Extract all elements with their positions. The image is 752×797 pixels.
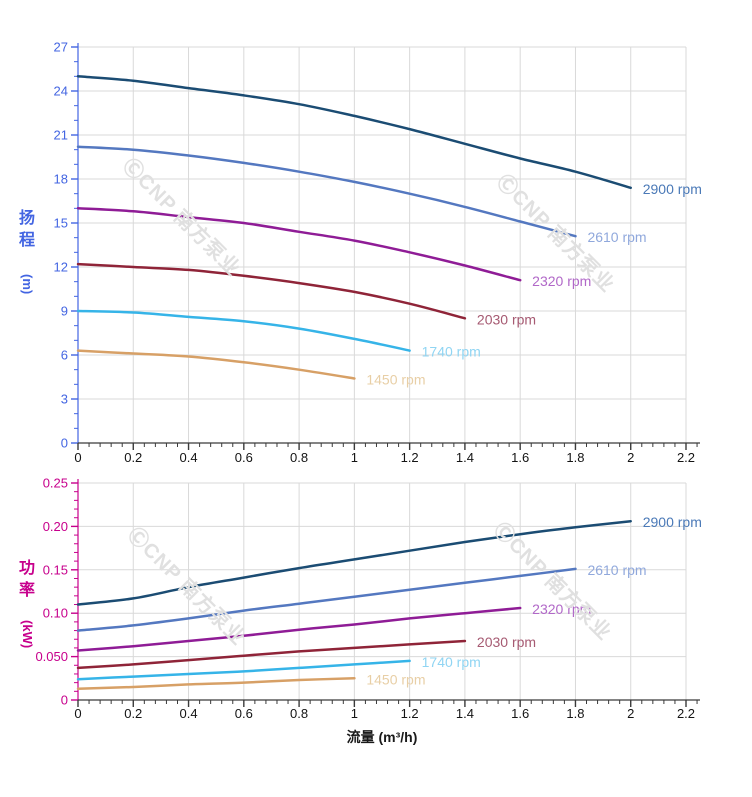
y-tick-label: 3 <box>61 392 68 407</box>
x-tick-label: 2 <box>627 450 634 465</box>
curve-1450-rpm <box>76 349 356 380</box>
power-axis-unit: (kW) <box>20 619 36 648</box>
y-tick-label: 0 <box>61 693 68 708</box>
curve-2900-rpm <box>76 519 632 606</box>
x-tick-label: 2.2 <box>677 706 695 721</box>
x-tick-label: 1.4 <box>456 706 474 721</box>
y-tick-label: 15 <box>54 216 68 231</box>
x-tick-label: 1.4 <box>456 450 474 465</box>
power-axis-title-char: 功 <box>18 560 35 577</box>
curve-2320-rpm <box>76 207 522 282</box>
curve-2030-rpm <box>76 639 467 670</box>
curve-1740-rpm <box>76 659 411 681</box>
head-axis-title-char: 程 <box>18 232 35 250</box>
x-tick-label: 1.8 <box>566 450 584 465</box>
y-tick-label: 18 <box>54 172 68 187</box>
curve-1740-rpm <box>76 309 411 352</box>
series-label-2320-rpm: 2320 rpm <box>532 273 591 289</box>
chart--kw-: 0 0.050 0.10 0.15 0.20 0.25 0 0.2 0.4 0.6 0.8 1 1.2 1… <box>35 476 701 722</box>
series-label-2900-rpm: 2900 rpm <box>643 514 702 530</box>
x-tick-label: 0.8 <box>290 706 308 721</box>
x-tick-label: 0.2 <box>124 706 142 721</box>
curve-2610-rpm <box>76 145 577 238</box>
x-tick-label: 0.4 <box>180 450 198 465</box>
series-label-2610-rpm: 2610 rpm <box>587 562 646 578</box>
x-tick-label: 0 <box>74 450 81 465</box>
series-label-2030-rpm: 2030 rpm <box>477 311 536 327</box>
y-tick-label: 0.20 <box>43 519 68 534</box>
series-label-2610-rpm: 2610 rpm <box>587 229 646 245</box>
x-tick-label: 1.6 <box>511 706 529 721</box>
x-axis: 0 0.2 0.4 0.6 0.8 1 1.2 1.4 1.6 1.8 2 2.2 <box>74 442 700 465</box>
curve-1450-rpm <box>76 677 356 690</box>
flow-axis-title: 流量 (m³/h) <box>346 729 418 745</box>
head-axis-unit: (m) <box>20 273 36 294</box>
curve-2320-rpm <box>76 606 522 652</box>
y-axis: 0 3 6 9 12 15 18 21 24 27 <box>54 40 79 451</box>
curve-2610-rpm <box>76 567 577 632</box>
x-tick-label: 0.6 <box>235 450 253 465</box>
x-tick-label: 1.2 <box>401 450 419 465</box>
series-label-1740-rpm: 1740 rpm <box>422 344 481 360</box>
x-tick-label: 0.6 <box>235 706 253 721</box>
series-label-2900-rpm: 2900 rpm <box>643 181 702 197</box>
x-tick-label: 1 <box>351 450 358 465</box>
x-tick-label: 0 <box>74 706 81 721</box>
series-label-2320-rpm: 2320 rpm <box>532 601 591 617</box>
x-tick-label: 1 <box>351 706 358 721</box>
y-tick-label: 6 <box>61 348 68 363</box>
y-tick-label: 0.10 <box>43 606 68 621</box>
x-tick-label: 2.2 <box>677 450 695 465</box>
y-tick-label: 0.15 <box>43 562 68 577</box>
x-tick-label: 2 <box>627 706 634 721</box>
x-axis: 0 0.2 0.4 0.6 0.8 1 1.2 1.4 1.6 1.8 2 2.2 <box>74 699 700 721</box>
curve-2030-rpm <box>76 262 467 320</box>
x-tick-label: 1.8 <box>566 706 584 721</box>
curve-2900-rpm <box>76 75 632 190</box>
y-tick-label: 0 <box>61 436 68 451</box>
y-tick-label: 21 <box>54 128 68 143</box>
x-tick-label: 1.2 <box>401 706 419 721</box>
series-label-1450-rpm: 1450 rpm <box>366 671 425 687</box>
series-label-1740-rpm: 1740 rpm <box>422 654 481 670</box>
x-tick-label: 0.8 <box>290 450 308 465</box>
y-tick-label: 27 <box>54 40 68 55</box>
x-tick-label: 1.6 <box>511 450 529 465</box>
head-axis-title: 扬 程 (m) <box>12 208 42 294</box>
power-axis-title: 功 率 (kW) <box>12 558 42 648</box>
x-tick-label: 0.4 <box>180 706 198 721</box>
y-tick-label: 12 <box>54 260 68 275</box>
power-axis-title-char: 率 <box>18 582 35 600</box>
y-tick-label: 0.050 <box>35 649 68 664</box>
y-tick-label: 0.25 <box>43 476 68 491</box>
y-tick-label: 9 <box>61 304 68 319</box>
chart--m-: 0 3 6 9 12 15 18 21 24 27 0 0.2 0.4 0.6 0.8 1 1.2 1.4 1.6 1… <box>54 40 702 466</box>
x-tick-label: 0.2 <box>124 450 142 465</box>
head-axis-title-char: 扬 <box>18 210 35 227</box>
gridlines <box>78 46 687 443</box>
series-label-1450-rpm: 1450 rpm <box>366 371 425 387</box>
y-tick-label: 24 <box>54 84 68 99</box>
series-label-2030-rpm: 2030 rpm <box>477 634 536 650</box>
